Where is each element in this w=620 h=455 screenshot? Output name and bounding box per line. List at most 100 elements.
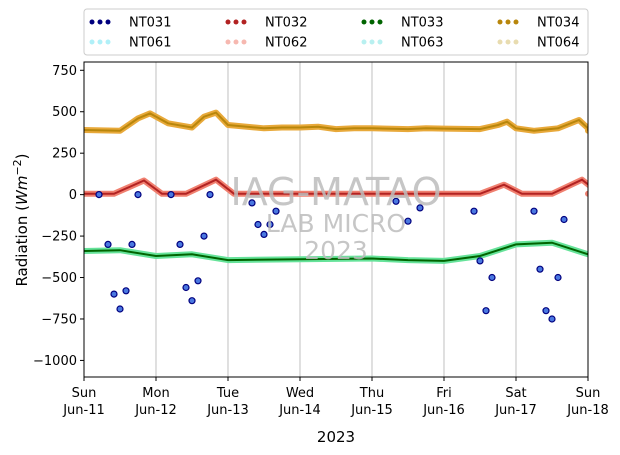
data-point <box>416 204 424 212</box>
y-tick-label: −250 <box>41 230 77 245</box>
data-point <box>194 277 202 285</box>
legend-entry-nt034: NT034 <box>497 16 579 31</box>
x-tick-day: Mon <box>142 386 169 401</box>
data-point <box>272 207 280 215</box>
watermark: IAG-MATAO LAB MICRO 2023 <box>230 170 441 265</box>
legend-marker <box>361 19 367 25</box>
x-tick-date: Jun-12 <box>134 403 177 418</box>
series-nt032 <box>84 176 588 197</box>
watermark-line-3: 2023 <box>304 236 368 265</box>
legend-marker <box>233 19 239 25</box>
x-tick-day: Wed <box>286 386 314 401</box>
legend-label: NT061 <box>129 36 171 51</box>
legend-entry-nt064: NT064 <box>497 36 579 51</box>
legend-label: NT063 <box>401 36 443 51</box>
series-line <box>84 111 588 132</box>
x-tick-date: Jun-17 <box>494 403 537 418</box>
legend-label: NT034 <box>537 16 579 31</box>
legend-label: NT064 <box>537 36 579 51</box>
data-point <box>167 191 175 199</box>
data-point <box>554 273 562 282</box>
legend-marker <box>241 19 247 25</box>
y-tick-label: 0 <box>69 188 77 203</box>
legend-marker <box>505 39 511 45</box>
x-tick-day: Thu <box>359 386 384 401</box>
legend-marker <box>105 39 111 45</box>
watermark-line-1: IAG-MATAO <box>230 170 441 214</box>
series-nt031 <box>95 191 568 323</box>
plot-area <box>84 62 588 377</box>
x-tick-date: Jun-16 <box>422 403 465 418</box>
legend-entry-nt033: NT033 <box>361 16 443 31</box>
legend-marker <box>241 39 247 45</box>
data-point <box>476 257 484 265</box>
data-point <box>404 217 412 225</box>
data-point <box>548 315 556 323</box>
data-point <box>560 215 568 224</box>
legend-marker <box>233 39 239 45</box>
x-tick-day: Sun <box>576 386 601 401</box>
y-tick-label: −750 <box>41 312 77 327</box>
data-point <box>542 307 550 315</box>
data-point <box>116 305 124 313</box>
legend-marker <box>97 39 103 45</box>
x-axis-label: 2023 <box>317 428 355 446</box>
x-tick-date: Jun-15 <box>350 403 393 418</box>
data-point <box>110 290 118 298</box>
legend-label: NT031 <box>129 16 171 31</box>
data-point <box>254 220 262 229</box>
legend-marker <box>497 39 503 45</box>
series-nt033 <box>84 239 588 264</box>
legend-marker <box>89 39 95 45</box>
legend-marker <box>105 19 111 25</box>
x-tick-date: Jun-11 <box>62 403 105 418</box>
data-point <box>122 287 130 295</box>
watermark-line-2: LAB MICRO <box>266 209 406 238</box>
legend-entry-nt063: NT063 <box>361 36 443 51</box>
y-tick-label: 250 <box>52 147 77 162</box>
series-nt034 <box>84 109 588 134</box>
legend-marker <box>225 19 231 25</box>
legend-label: NT033 <box>401 16 443 31</box>
y-tick-label: −500 <box>41 271 77 286</box>
data-point <box>536 265 544 273</box>
x-tick-day: Tue <box>216 386 239 401</box>
data-point <box>134 191 142 199</box>
legend-marker <box>97 19 103 25</box>
legend-marker <box>89 19 95 25</box>
legend-label: NT032 <box>265 16 307 31</box>
data-point <box>104 240 112 248</box>
data-point <box>266 220 274 229</box>
data-point <box>182 283 190 292</box>
series-layer <box>84 109 588 323</box>
legend-entry-nt031: NT031 <box>89 16 171 31</box>
data-point <box>248 199 256 207</box>
data-point <box>176 240 184 248</box>
legend-marker <box>505 19 511 25</box>
x-axis: Sun Jun-11 Mon Jun-12 Tue Jun-13 Wed Jun-14 Thu J… <box>62 377 609 418</box>
x-tick-day: Fri <box>436 386 452 401</box>
data-point <box>488 273 496 282</box>
data-point <box>188 297 196 305</box>
legend-marker <box>513 19 519 25</box>
legend-marker <box>361 39 367 45</box>
data-point <box>128 240 136 248</box>
legend: NT031 NT032 NT033 NT034 NT061 NT062 NT063 NT064 <box>83 8 589 56</box>
data-point <box>470 207 478 215</box>
y-tick-label: 500 <box>52 105 77 120</box>
legend-marker <box>225 39 231 45</box>
data-point <box>206 191 214 199</box>
y-axis-label: Radiation (Wm−2) <box>11 153 31 286</box>
legend-marker <box>369 19 375 25</box>
x-tick-day: Sat <box>505 386 526 401</box>
legend-marker <box>497 19 503 25</box>
series-line <box>84 241 588 262</box>
legend-entry-nt062: NT062 <box>225 36 307 51</box>
x-tick-date: Jun-13 <box>206 403 249 418</box>
data-point <box>392 197 400 205</box>
x-tick-date: Jun-14 <box>278 403 321 418</box>
data-point <box>482 307 490 315</box>
data-point <box>200 232 208 240</box>
data-point <box>95 191 103 199</box>
